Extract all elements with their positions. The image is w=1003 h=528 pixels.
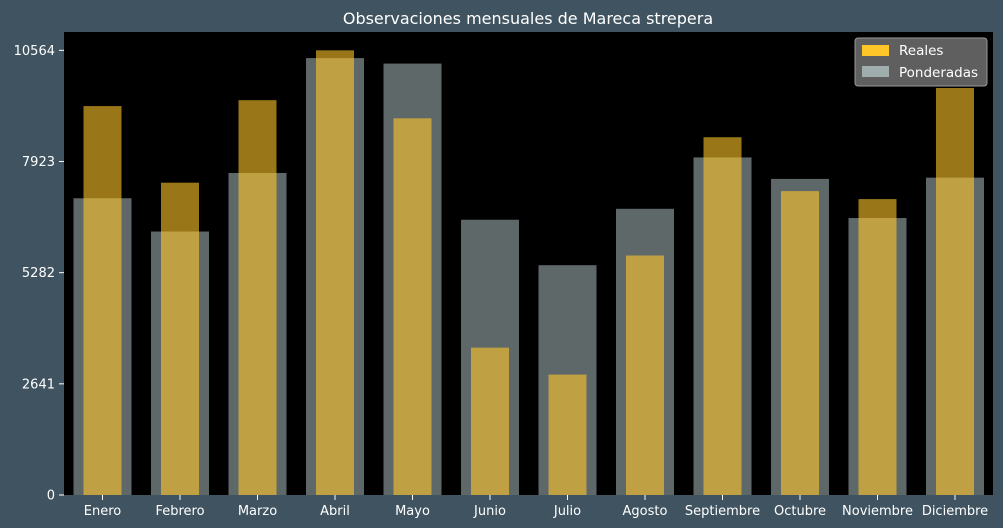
bar-reales-3 (316, 50, 354, 496)
plot-area (64, 32, 993, 495)
legend: Reales Ponderadas (854, 37, 988, 87)
x-tick-label: Diciembre (922, 504, 988, 519)
bar-reales-7 (626, 255, 664, 495)
x-tick-label: Marzo (238, 504, 277, 519)
x-tick-label: Junio (473, 504, 506, 519)
bar-reales-1 (161, 182, 199, 495)
x-axis: Enero Febrero Marzo Abril Mayo Junio Julio Agos… (84, 495, 988, 519)
legend-swatch-ponderadas (862, 66, 889, 77)
x-tick-label: Mayo (395, 504, 430, 519)
series-reales (83, 50, 974, 496)
x-tick-label: Julio (553, 504, 581, 519)
bar-reales-4 (393, 118, 432, 495)
y-tick-label: 0 (47, 489, 55, 504)
y-tick-label: 5282 (22, 266, 55, 281)
x-tick-label: Noviembre (842, 504, 913, 519)
x-tick-label: Febrero (155, 504, 204, 519)
x-tick-label: Octubre (774, 504, 826, 519)
bar-reales-8 (703, 137, 742, 495)
bar-reales-9 (781, 191, 819, 495)
bar-reales-5 (471, 347, 509, 495)
legend-label-reales: Reales (899, 43, 943, 59)
y-axis: 0 2641 5282 7923 10564 (14, 44, 64, 504)
x-tick-label: Septiembre (685, 504, 760, 519)
bar-reales-0 (83, 106, 122, 495)
y-tick-label: 7923 (22, 155, 55, 170)
x-tick-label: Agosto (623, 504, 668, 519)
bar-reales-6 (548, 374, 587, 495)
x-tick-label: Abril (320, 504, 350, 519)
legend-swatch-reales (862, 45, 889, 56)
bar-reales-2 (238, 100, 277, 496)
bar-reales-10 (858, 199, 897, 496)
legend-label-ponderadas: Ponderadas (899, 65, 978, 81)
chart-title: Observaciones mensuales de Mareca strepe… (343, 9, 713, 28)
x-tick-label: Enero (84, 504, 122, 519)
y-tick-label: 10564 (14, 44, 55, 59)
y-tick-label: 2641 (22, 377, 55, 392)
bar-reales-11 (936, 87, 974, 496)
